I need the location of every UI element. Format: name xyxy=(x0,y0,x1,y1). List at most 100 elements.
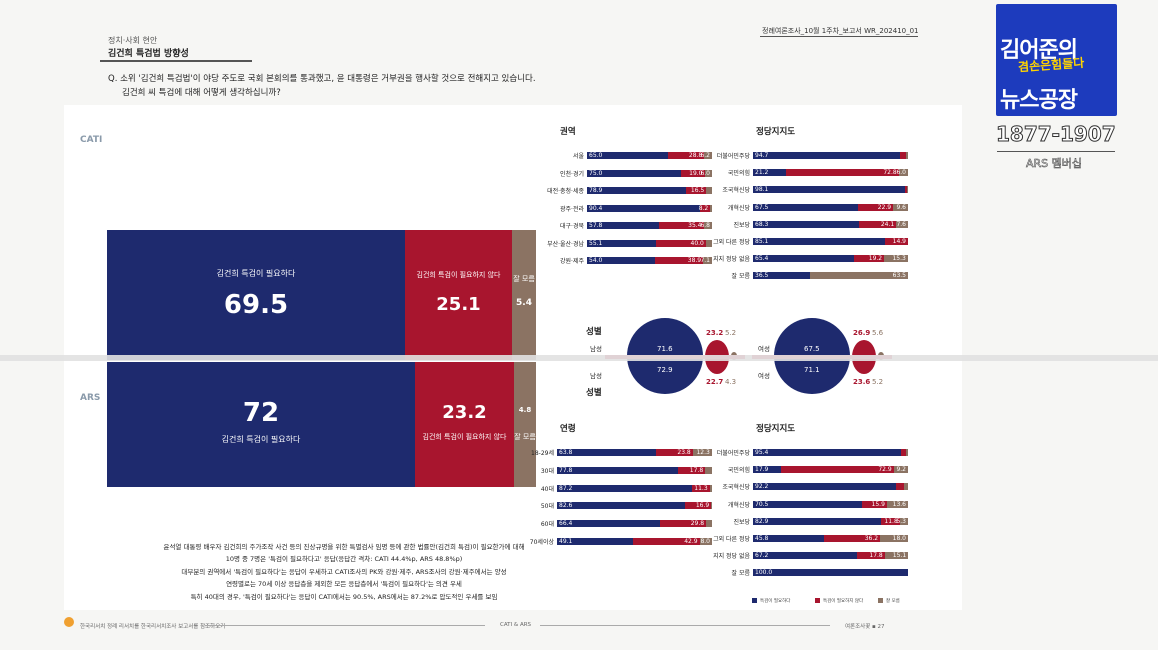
page-title: 김건희 특검법 방향성 xyxy=(108,49,189,59)
legend-dk: 잘 모름 xyxy=(886,599,900,604)
panel-row-label: 광주·전라 xyxy=(560,205,584,213)
gender-title-ars: 성별 xyxy=(586,388,602,398)
panel-bar-value: 55.1 xyxy=(589,239,603,247)
footer-line-left xyxy=(205,625,485,626)
ars-yes-label: 김건희 특검이 필요하다 xyxy=(221,435,301,444)
panel-bar-segment: 94.7 xyxy=(753,152,900,159)
gender-ars-dk-value: 5.2 xyxy=(872,378,884,386)
panel-bar-value: 13.6 xyxy=(892,500,906,508)
panel-bar-segment xyxy=(903,483,908,491)
panel-bar-segment: 66.4 xyxy=(557,520,660,528)
ars-membership-label: ARS 멤버십 xyxy=(1026,157,1083,171)
panel-bar-segment xyxy=(905,449,908,456)
panel-bar-value: 21.2 xyxy=(755,169,769,177)
panel-bar-value: 8.2 xyxy=(698,204,709,212)
gender-label-ars: 여성 xyxy=(758,372,770,380)
panel-row-label: 조국혁신당 xyxy=(722,484,750,492)
panel-bar-segment: 19.2 xyxy=(854,255,885,263)
cati-no-label: 김건희 특검이 필요하지 않다 xyxy=(416,271,501,279)
panel-bar-value: 17.9 xyxy=(755,466,769,474)
cati-bar-no: 김건희 특검이 필요하지 않다 25.1 xyxy=(405,230,512,360)
summary-line-3: 대부분의 권역에서 '특검이 필요하다'는 응답이 우세하고 CATI조사의 P… xyxy=(181,568,507,576)
panel-bar-value: 54.0 xyxy=(589,257,603,264)
panel-bar-value: 67.5 xyxy=(755,203,769,211)
cati-dk-value: 5.4 xyxy=(516,298,532,308)
panel-bar-segment: 28.8 xyxy=(668,152,705,159)
panel-bar-value: 11.3 xyxy=(694,484,708,492)
panel-bar-segment xyxy=(705,239,712,247)
panel-bar-value: 5.3 xyxy=(896,517,906,525)
panel-bar-segment: 68.3 xyxy=(753,220,859,228)
panel-bar-segment xyxy=(711,502,712,510)
panel-bar-value: 38.9 xyxy=(687,257,702,264)
panel-bar-segment: 8.2 xyxy=(698,204,711,212)
ars-dk-value: 4.8 xyxy=(518,406,532,414)
panel-bar-value: 35.4 xyxy=(688,222,702,229)
phone-number: 1877-1907 xyxy=(996,122,1117,147)
panel-bar-segment: 54.0 xyxy=(587,257,655,264)
panel-bar-segment: 17.8 xyxy=(677,466,706,474)
panel-bar-value: 29.8 xyxy=(690,520,705,528)
gender-cati-dk-value: 5.2 xyxy=(725,329,737,337)
panel-bar-segment: 14.9 xyxy=(884,238,908,245)
legend-swatch-no xyxy=(815,598,820,603)
panel-row-label: 지지 정당 없음 xyxy=(713,256,750,264)
panel-bar-segment: 9.6 xyxy=(893,203,908,211)
panel-row-label: 진보당 xyxy=(733,518,750,526)
panel-row-label: 국민의힘 xyxy=(727,467,750,475)
ars-no-value: 23.2 xyxy=(442,402,487,423)
panel-bar-value: 98.1 xyxy=(755,186,769,194)
gender-cati-no-value: 26.9 xyxy=(853,329,871,337)
panel-bar-value: 77.8 xyxy=(559,466,573,474)
party-panel-title-cati: 정당지지도 xyxy=(756,127,796,137)
footer-logo-icon xyxy=(64,617,74,627)
gender-ars-no-value: 23.6 xyxy=(853,378,871,386)
panel-bar-value: 63.8 xyxy=(559,449,573,456)
panel-bar-segment xyxy=(906,186,908,194)
panel-bar-segment: 12.3 xyxy=(692,449,712,456)
age-panel-title: 연령 xyxy=(560,424,576,434)
panel-bar-segment: 65.0 xyxy=(587,152,669,159)
panel-bar-value: 19.0 xyxy=(689,169,703,177)
panel-row-label: 그외 다른 정당 xyxy=(713,536,750,543)
panel-bar-segment: 7.1 xyxy=(700,257,712,264)
panel-bar-value: 7.6 xyxy=(896,220,906,228)
panel-row-label: 18-29세 xyxy=(531,450,554,457)
cati-yes-label: 김건희 특검이 필요하다 xyxy=(216,269,296,278)
panel-row-label: 50대 xyxy=(540,503,554,511)
party-panel-title-ars: 정당지지도 xyxy=(756,424,796,434)
panel-row-label: 개혁신당 xyxy=(727,501,750,509)
panel-row-label: 잘 모름 xyxy=(731,273,750,281)
panel-bar-segment: 57.8 xyxy=(587,222,660,229)
panel-bar-value: 6.2 xyxy=(700,152,710,159)
panel-bar-segment: 85.1 xyxy=(753,238,885,245)
panel-bar-segment: 72.8 xyxy=(785,169,899,177)
gender-ars-no-value: 22.7 xyxy=(706,378,724,386)
panel-bar-value: 85.1 xyxy=(755,238,769,245)
panel-bar-value: 36.5 xyxy=(755,272,769,280)
summary-line-5: 특히 40대의 경우, '특검이 필요하다'는 응답이 CATI에서는 90.5… xyxy=(190,593,498,601)
panel-bar-segment: 6.0 xyxy=(896,169,908,177)
cati-no-value: 25.1 xyxy=(436,294,481,315)
summary-line-1: 윤석열 대통령 배우자 김건희의 주가조작 사건 등의 진상규명을 위한 특별검… xyxy=(163,543,525,551)
panel-bar-segment: 100.0 xyxy=(753,569,908,577)
panel-row-label: 40대 xyxy=(540,485,554,493)
gender-cati-yes-value: 67.5 xyxy=(804,345,820,353)
panel-bar-value: 16.9 xyxy=(695,502,710,510)
panel-bar-value: 28.8 xyxy=(688,152,703,159)
panel-bar-value: 15.3 xyxy=(892,255,906,263)
gender-ars-yes-value: 72.9 xyxy=(657,366,673,374)
gender-ars-dk-value: 4.3 xyxy=(725,378,737,386)
panel-bar-segment: 67.5 xyxy=(753,203,858,211)
panel-bar-segment: 36.2 xyxy=(823,535,881,542)
panel-bar-value: 15.1 xyxy=(892,552,907,560)
panel-bar-value: 22.9 xyxy=(877,203,892,211)
panel-bar-value: 9.2 xyxy=(896,466,906,474)
logo-line-3: 뉴스공장 xyxy=(1000,88,1078,113)
panel-bar-value: 40.0 xyxy=(690,239,704,247)
panel-row-label: 잘 모름 xyxy=(731,570,750,578)
panel-bar-segment: 77.8 xyxy=(557,466,678,474)
panel-row-label: 개혁신당 xyxy=(727,204,750,212)
panel-row-label: 대전·충청·세종 xyxy=(547,188,584,195)
cati-bar-yes: 김건희 특검이 필요하다 69.5 xyxy=(107,230,405,360)
